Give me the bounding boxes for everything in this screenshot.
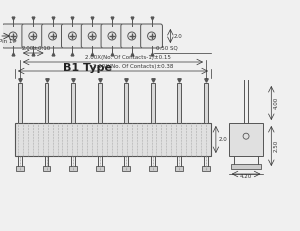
Bar xyxy=(18,83,22,123)
FancyBboxPatch shape xyxy=(121,24,142,48)
Bar xyxy=(151,83,155,123)
Bar xyxy=(122,166,130,171)
Text: 2.00X(No. Of Contacts-1)±0.15: 2.00X(No. Of Contacts-1)±0.15 xyxy=(85,55,171,60)
Bar xyxy=(69,166,77,171)
Text: 4.20: 4.20 xyxy=(240,174,252,179)
Text: Pin 1#: Pin 1# xyxy=(0,39,17,44)
FancyBboxPatch shape xyxy=(42,24,64,48)
FancyBboxPatch shape xyxy=(2,24,24,48)
Bar xyxy=(229,123,263,156)
Bar xyxy=(16,166,24,171)
FancyBboxPatch shape xyxy=(101,24,123,48)
Text: 2.00±0.10: 2.00±0.10 xyxy=(22,46,51,51)
Bar xyxy=(98,83,102,123)
Bar xyxy=(177,83,182,123)
Text: 2.50: 2.50 xyxy=(273,140,278,152)
Text: 0.50 SQ: 0.50 SQ xyxy=(157,46,178,51)
Bar xyxy=(44,83,49,123)
FancyBboxPatch shape xyxy=(141,24,162,48)
Bar xyxy=(43,166,50,171)
Bar xyxy=(124,83,128,123)
Text: 2.0: 2.0 xyxy=(173,33,182,39)
Text: 2.00X(No. Of Contacts)±0.38: 2.00X(No. Of Contacts)±0.38 xyxy=(93,64,173,69)
FancyBboxPatch shape xyxy=(22,24,44,48)
Bar xyxy=(71,83,75,123)
Text: B1 Type: B1 Type xyxy=(63,63,112,73)
FancyBboxPatch shape xyxy=(61,24,83,48)
Text: 4.00: 4.00 xyxy=(273,97,278,109)
Bar xyxy=(149,166,157,171)
Bar xyxy=(176,166,183,171)
Bar xyxy=(202,166,210,171)
Bar xyxy=(15,123,211,156)
FancyBboxPatch shape xyxy=(81,24,103,48)
Bar xyxy=(96,166,104,171)
Bar xyxy=(231,164,261,169)
Bar xyxy=(204,83,208,123)
Text: 2.0: 2.0 xyxy=(219,137,228,142)
